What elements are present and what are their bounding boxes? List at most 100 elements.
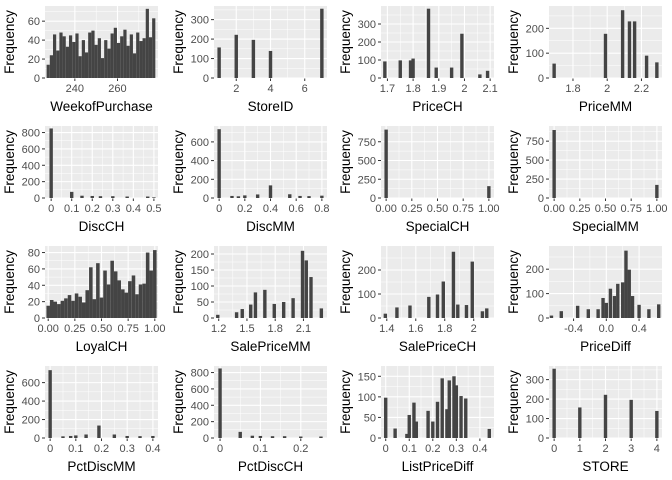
histogram-bar <box>81 302 86 318</box>
y-tick-label: 200 <box>358 37 376 49</box>
y-tick-label: 0 <box>34 193 40 205</box>
x-tick-label: 1.00 <box>144 323 165 335</box>
x-tick-label: 2 <box>471 323 477 335</box>
histogram-bar <box>217 129 221 198</box>
x-tick-label: 0.25 <box>64 323 85 335</box>
histogram-bar <box>152 197 156 198</box>
histogram-bar <box>319 308 324 318</box>
histogram-bar <box>120 36 124 78</box>
x-tick-label: 0.3 <box>449 443 464 455</box>
x-tick-label: 1.6 <box>408 323 423 335</box>
x-axis-title: SalePriceMM <box>230 339 310 354</box>
histogram-bar <box>100 58 105 78</box>
histogram-bar <box>151 435 155 438</box>
y-tick-label: 250 <box>358 174 376 186</box>
histogram-bar <box>291 298 295 318</box>
y-tick-label: 0 <box>203 313 209 325</box>
y-tick-label: 400 <box>191 400 209 412</box>
histogram-bar <box>145 8 149 79</box>
histogram-bar <box>121 289 125 318</box>
histogram-bar <box>407 414 411 438</box>
histogram-bar <box>125 196 129 198</box>
histogram-bar <box>113 271 118 318</box>
histogram-bar <box>96 263 100 318</box>
histogram-bar <box>68 35 73 78</box>
y-tick-label: 0 <box>538 433 544 445</box>
x-tick-label: 0.4 <box>263 203 278 215</box>
histogram-bar <box>655 184 659 198</box>
panel-weekofpurchase: 240 260 0 20 40 60 WeekofPurchase Frequency <box>2 6 158 114</box>
histogram-bar <box>630 296 635 318</box>
panel-store: 0 1 2 3 4 0 100 200 300 STORE Frequency <box>506 366 662 474</box>
histogram-bar <box>647 309 651 318</box>
x-tick-label: 1 <box>577 443 583 455</box>
histogram-bar <box>85 290 89 318</box>
panel-pctdiscch: 0 0.1 0.2 0 200 400 600 800 PctDiscCH Frequency <box>171 366 327 474</box>
histogram-bar <box>249 304 253 318</box>
histogram-bar <box>60 300 65 318</box>
x-axis-title: WeekofPurchase <box>50 99 153 114</box>
y-tick-label: 150 <box>358 371 376 383</box>
histogram-bar <box>78 56 82 78</box>
y-tick-label: 200 <box>191 417 209 429</box>
x-tick-label: 0 <box>48 203 54 215</box>
x-tick-label: 0.8 <box>314 203 329 215</box>
histogram-bar <box>46 64 50 78</box>
y-tick-label: 100 <box>191 281 209 293</box>
histogram-bar <box>145 252 150 318</box>
y-tick-label: 20 <box>28 297 40 309</box>
histogram-bar <box>552 368 556 438</box>
x-tick-label: 1.00 <box>646 203 667 215</box>
x-tick-label: 0.50 <box>595 203 616 215</box>
x-tick-label: 0.2 <box>94 443 109 455</box>
panel-discch: 0 0.1 0.2 0.3 0.4 0.5 0 200 400 600 800 DiscCH Frequ… <box>2 126 162 234</box>
y-tick-label: 300 <box>358 19 376 31</box>
histogram-bar <box>452 376 456 438</box>
histogram-bar <box>112 434 117 438</box>
histogram-bar <box>149 270 153 318</box>
histogram-bar <box>307 196 311 198</box>
histogram-bar <box>250 435 255 438</box>
histogram-bar <box>487 428 491 438</box>
histogram-bar <box>240 309 244 318</box>
y-tick-label: 60 <box>28 264 40 276</box>
x-tick-label: 2 <box>233 83 239 95</box>
y-tick-label: 0 <box>203 193 209 205</box>
histogram-bar <box>408 305 412 318</box>
panel-pricediff: -0.4 0.0 0.4 0 100 200 PriceDiff Frequency <box>506 246 662 354</box>
histogram-bar <box>395 307 399 318</box>
histogram-bar <box>601 297 605 318</box>
y-tick-label: 100 <box>526 48 544 60</box>
y-tick-label: 20 <box>28 54 40 66</box>
x-tick-label: 0 <box>217 443 223 455</box>
histogram-bar <box>113 27 117 78</box>
histogram-bar <box>67 295 72 318</box>
x-tick-label: 1.8 <box>437 323 452 335</box>
histogram-bar <box>608 288 613 318</box>
x-tick-label: 2 <box>604 83 610 95</box>
histogram-bar <box>61 436 65 438</box>
y-tick-label: 100 <box>358 55 376 67</box>
histogram-bar <box>70 191 74 198</box>
histogram-bar <box>89 267 93 318</box>
histogram-bar <box>405 433 409 438</box>
y-tick-label: 0 <box>34 73 40 85</box>
histogram-bar <box>56 50 60 78</box>
panel-pricemm: 1.8 2 2.2 0 100 200 PriceMM Frequency <box>506 6 662 114</box>
y-tick-label: 500 <box>358 156 376 168</box>
histogram-bar <box>282 436 287 438</box>
x-axis-title: PctDiscCH <box>238 459 303 474</box>
histogram-bar <box>216 314 220 318</box>
histogram-bar <box>408 60 413 78</box>
histogram-bar <box>620 10 625 79</box>
y-tick-label: 200 <box>526 23 544 35</box>
x-tick-label: 0.50 <box>427 203 448 215</box>
y-tick-label: 400 <box>22 396 40 408</box>
y-tick-label: 0 <box>538 313 544 325</box>
histogram-bar <box>621 282 625 318</box>
x-tick-label: 0.3 <box>120 443 135 455</box>
x-axis-title: SpecialCH <box>406 219 470 234</box>
histogram-bar <box>74 435 78 438</box>
histogram-bar <box>230 195 234 198</box>
histogram-bar <box>383 61 387 78</box>
